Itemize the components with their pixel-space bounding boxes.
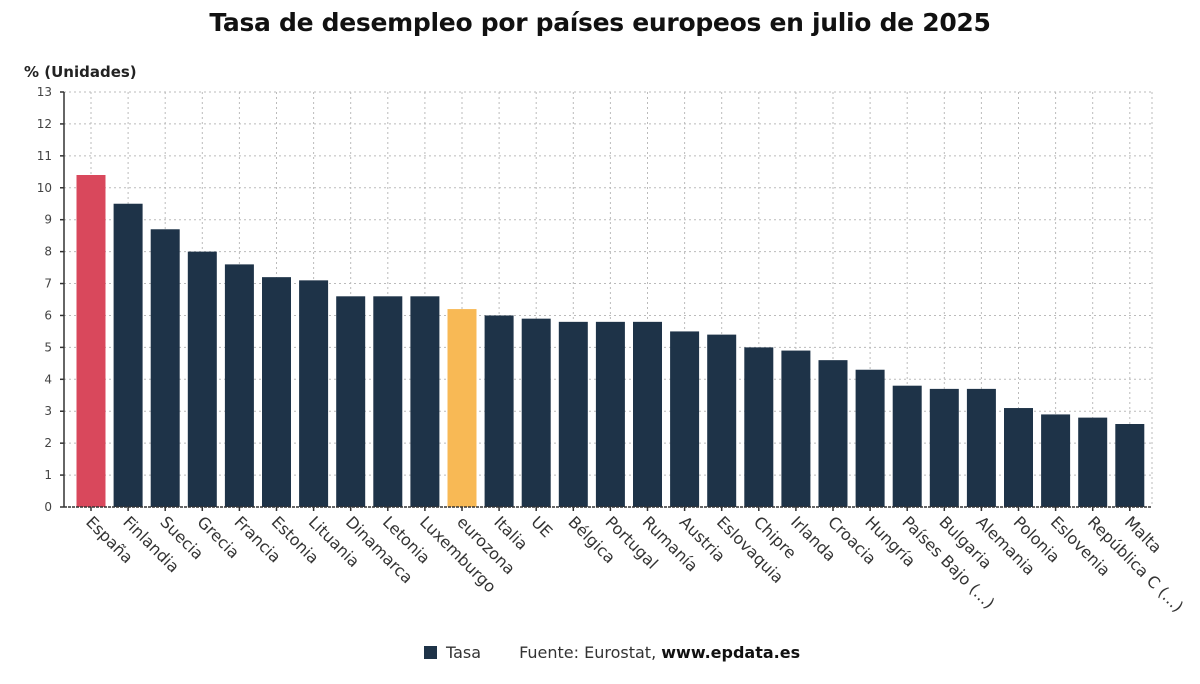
bar-suecia — [150, 229, 180, 507]
legend: Tasa Fuente: Eurostat, www.epdata.es — [424, 643, 800, 662]
bar-hungr-a — [855, 369, 885, 507]
bar-espa-a — [76, 175, 106, 507]
bars — [76, 175, 1145, 507]
bar-ruman-a — [633, 321, 662, 507]
y-tick-label: 3 — [44, 404, 52, 418]
bar-portugal — [595, 321, 625, 507]
bar-lituania — [299, 280, 329, 507]
y-tick-label: 2 — [44, 436, 52, 450]
bar-estonia — [262, 277, 291, 507]
y-tick-label: 11 — [37, 149, 52, 163]
bar-polonia — [1004, 408, 1033, 507]
bar-alemania — [966, 388, 996, 507]
y-tick-label: 1 — [44, 468, 52, 482]
bar-dinamarca — [336, 296, 366, 507]
y-tick-label: 9 — [44, 213, 52, 227]
source-prefix: Fuente: Eurostat, — [519, 643, 662, 662]
bar-irlanda — [781, 350, 811, 507]
bar-italia — [484, 315, 514, 507]
source-site: www.epdata.es — [661, 643, 801, 662]
y-axis-label: % (Unidades) — [24, 63, 137, 81]
bar-eslovenia — [1041, 414, 1071, 507]
bar-austria — [670, 331, 700, 507]
bar-chipre — [744, 347, 774, 507]
axes — [60, 91, 1152, 511]
y-tick-label: 4 — [44, 372, 52, 386]
bar-malta — [1115, 424, 1145, 507]
source-text: Fuente: Eurostat, www.epdata.es — [519, 643, 800, 662]
legend-label: Tasa — [446, 643, 482, 662]
y-tick-label: 0 — [44, 500, 52, 514]
y-tick-label: 7 — [44, 277, 52, 291]
legend-swatch — [424, 646, 437, 659]
bar-b-lgica — [558, 321, 588, 507]
bar-rep-blica-c- — [1078, 417, 1108, 507]
bar-eurozona — [447, 309, 477, 507]
bar-grecia — [187, 251, 217, 507]
x-tick-labels: EspañaFinlandiaSueciaGreciaFranciaEstoni… — [82, 512, 1187, 615]
bar-finlandia — [113, 203, 143, 507]
y-tick-label: 12 — [37, 117, 52, 131]
bar-ue — [521, 318, 551, 507]
bar-croacia — [818, 360, 848, 507]
y-tick-label: 5 — [44, 340, 52, 354]
y-tick-label: 6 — [44, 308, 52, 322]
bar-francia — [224, 264, 254, 507]
x-tick-label: UE — [527, 512, 556, 541]
bar-luxemburgo — [410, 296, 440, 507]
bar-bulgaria — [929, 388, 959, 507]
y-tick-label: 10 — [37, 181, 52, 195]
bar-pa-ses-bajo- — [892, 385, 922, 507]
bar-letonia — [373, 296, 403, 507]
chart-title: Tasa de desempleo por países europeos en… — [209, 8, 991, 37]
bar-eslovaquia — [707, 334, 737, 507]
y-tick-label: 8 — [44, 245, 52, 259]
y-tick-label: 13 — [37, 85, 52, 99]
